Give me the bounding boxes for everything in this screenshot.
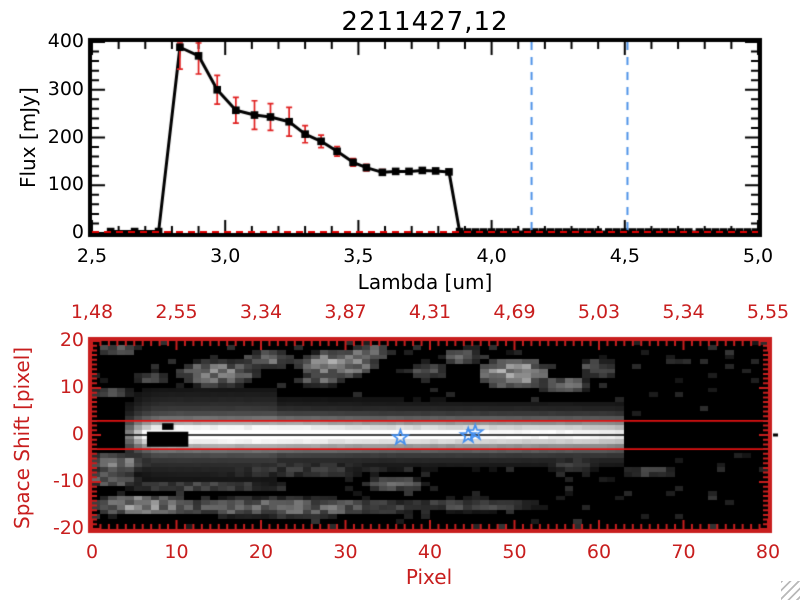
pixel-tick-label: 10 [164,541,189,563]
pixel-tick-label: 70 [671,541,696,563]
wavelength-tick-label: 3,87 [324,301,367,323]
flux-tick-label: 0 [71,221,84,243]
lambda-tick-label: 2,5 [76,245,108,267]
pixel-tick-label: 50 [502,541,527,563]
pixel-tick-label: 30 [333,541,358,563]
pixel-tick-label: 20 [248,541,274,563]
plot-title: 2211427,12 [341,7,509,37]
flux-tick-label: 300 [47,77,84,100]
lambda-tick-label: 3,5 [343,245,374,267]
pixel-tick-label: 80 [755,541,781,563]
window-resize-grip-icon[interactable] [781,581,800,600]
lambda-tick-label: 5,0 [742,245,774,267]
flux-tick-label: 100 [47,173,84,196]
lambda-tick-label: 3,0 [210,245,241,267]
lambda-tick-label: 4,5 [609,245,640,267]
pixel-tick-label: 0 [85,541,99,563]
space-shift-tick-label: 0 [71,423,84,445]
wavelength-tick-label: 4,31 [408,301,452,323]
flux-tick-label: 200 [47,125,84,148]
lambda-tick-label: 4,0 [476,245,507,267]
wavelength-tick-label: 2,55 [155,301,198,323]
wavelength-tick-label: 5,03 [577,301,621,323]
space-shift-tick-label: -10 [52,470,84,492]
pixel-axis-label: Pixel [405,565,453,589]
lambda-axis-label: Lambda [um] [357,270,493,294]
pixel-tick-label: 40 [417,541,443,563]
space-shift-tick-label: -20 [52,517,84,539]
wavelength-tick-label: 5,34 [662,301,705,323]
pixel-tick-label: 60 [586,541,612,563]
wavelength-tick-label: 4,69 [493,301,536,323]
wavelength-tick-label: 3,34 [239,301,283,323]
space-shift-tick-label: 10 [59,376,84,398]
space-shift-tick-label: 20 [59,329,84,351]
wavelength-tick-label: 1,48 [70,301,114,323]
wavelength-tick-label: 5,55 [746,301,790,323]
flux-tick-label: 400 [47,30,84,52]
